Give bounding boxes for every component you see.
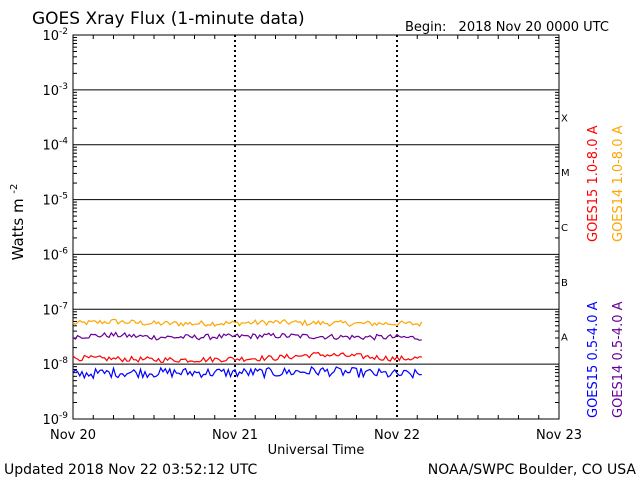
x-tick-label: Nov 20 (50, 428, 96, 443)
flare-class-label: C (561, 223, 568, 234)
series-line (72, 331, 422, 341)
updated-timestamp: Updated 2018 Nov 22 03:52:12 UTC (4, 462, 257, 478)
series-line (72, 365, 422, 380)
flare-class-label: B (561, 278, 568, 289)
flare-class-label: M (561, 168, 570, 179)
begin-label: Begin: (405, 20, 446, 35)
legend-entry: GOES15 1.0-8.0 A (586, 125, 601, 242)
flare-class-label: A (561, 333, 568, 344)
y-tick-label: 10-2 (42, 27, 68, 44)
credit-text: NOAA/SWPC Boulder, CO USA (428, 462, 637, 478)
begin-value: 2018 Nov 20 0000 UTC (459, 20, 609, 35)
legend-entry: GOES15 0.5-4.0 A (586, 301, 601, 418)
series-line (72, 351, 422, 364)
y-tick-label: 10-7 (42, 301, 68, 318)
x-tick-label: Nov 23 (536, 428, 582, 443)
begin-text: Begin: 2018 Nov 20 0000 UTC (405, 20, 609, 35)
y-axis-label: Watts m -2 (9, 184, 27, 261)
x-tick-label: Nov 22 (374, 428, 420, 443)
legend-entry: GOES14 0.5-4.0 A (611, 301, 626, 418)
y-axis-label-exponent: -2 (9, 184, 20, 194)
legend: GOES15 1.0-8.0 A GOES14 1.0-8.0 A GOES15 0… (586, 125, 626, 418)
y-tick-label: 10-8 (42, 356, 68, 373)
y-tick-label: 10-9 (42, 411, 68, 428)
series-line (72, 318, 423, 327)
chart-title: GOES Xray Flux (1-minute data) (32, 9, 305, 29)
x-tick-label: Nov 21 (212, 428, 258, 443)
x-axis-label: Universal Time (268, 443, 365, 458)
y-tick-label: 10-5 (42, 192, 68, 209)
y-axis-label-text: Watts m (9, 198, 27, 260)
y-tick-label: 10-4 (42, 137, 68, 154)
plot-area: 10-9 10-8 10-7 10-6 10-5 10-4 10-3 10-2 Nov 20 No… (42, 27, 582, 443)
flare-class-label: X (561, 113, 568, 124)
y-tick-label: 10-6 (42, 246, 68, 263)
y-tick-label: 10-3 (42, 82, 68, 99)
legend-entry: GOES14 1.0-8.0 A (611, 125, 626, 242)
